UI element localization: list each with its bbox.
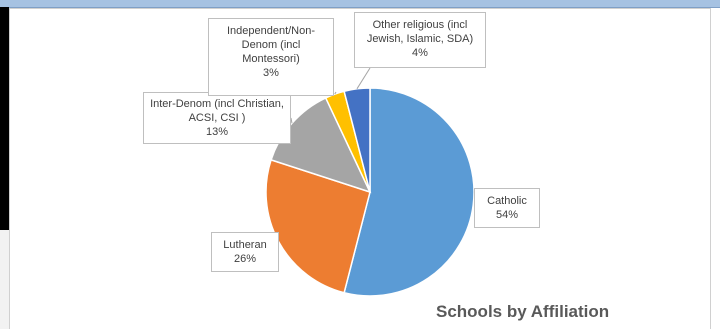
data-label-independent: Independent/Non-Denom (incl Montessori) … (208, 18, 334, 96)
slice-percent-text: 4% (412, 47, 428, 59)
data-label-inter-denom: Inter-Denom (incl Christian, ACSI, CSI )… (143, 92, 291, 144)
data-label-lutheran: Lutheran 26% (211, 232, 279, 272)
slice-percent-text: 13% (205, 126, 229, 138)
window-left-gap (0, 230, 9, 329)
leader-lines (290, 67, 371, 124)
leader-line (356, 67, 371, 90)
slice-percent-text: 26% (233, 253, 257, 265)
slice-label-text: Inter-Denom (incl Christian, ACSI, CSI ) (150, 98, 284, 124)
window-left-edge (0, 7, 9, 230)
slice-label-text: Independent/Non-Denom (incl Montessori) (226, 25, 316, 65)
leader-line (290, 117, 293, 124)
slice-percent-text: 54% (495, 209, 519, 221)
chart-title: Schools by Affiliation (436, 302, 610, 321)
window-top-band (0, 0, 720, 8)
leader-line (334, 91, 337, 95)
pie-slice-catholic (343, 87, 475, 297)
slice-label-text: Other religious (incl Jewish, Islamic, S… (366, 19, 474, 45)
pie-slice-other-religious (343, 87, 371, 193)
data-label-catholic: Catholic 54% (474, 188, 540, 228)
data-label-other-religious: Other religious (incl Jewish, Islamic, S… (354, 12, 486, 68)
slice-label-text: Lutheran (223, 239, 267, 251)
pie-slices (265, 87, 475, 297)
slice-label-text: Catholic (487, 195, 527, 207)
slice-percent-text: 3% (263, 67, 279, 79)
